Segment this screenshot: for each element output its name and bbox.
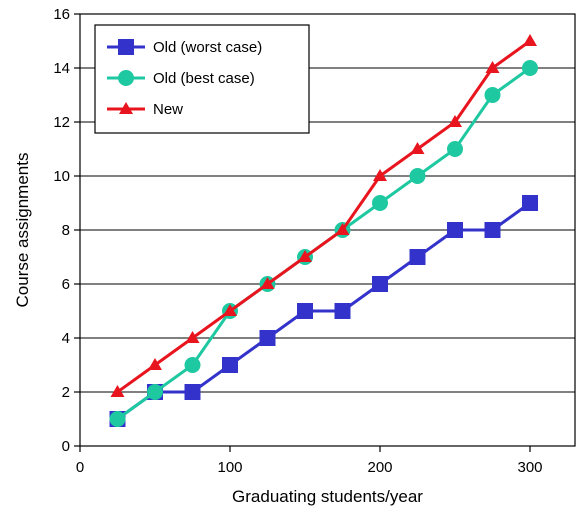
data-point bbox=[184, 384, 201, 400]
y-tick-label: 14 bbox=[53, 60, 70, 77]
legend-item: Old (worst case) bbox=[107, 39, 262, 56]
data-point bbox=[259, 330, 276, 346]
x-axis-title: Graduating students/year bbox=[232, 487, 423, 506]
legend-label: Old (best case) bbox=[153, 70, 255, 87]
data-point bbox=[222, 357, 238, 373]
data-point bbox=[297, 303, 313, 319]
y-tick-label: 0 bbox=[62, 438, 70, 455]
y-tick-label: 16 bbox=[53, 6, 70, 23]
series-layer bbox=[109, 34, 538, 427]
data-point bbox=[148, 358, 162, 370]
x-tick-label: 0 bbox=[76, 459, 84, 476]
legend-item: Old (best case) bbox=[107, 70, 255, 87]
y-tick-label: 4 bbox=[62, 330, 70, 347]
y-tick-label: 10 bbox=[53, 168, 70, 185]
data-point bbox=[485, 61, 500, 73]
series-line bbox=[116, 201, 531, 421]
y-tick-label: 12 bbox=[53, 114, 70, 131]
data-point bbox=[110, 385, 125, 397]
legend-label: Old (worst case) bbox=[153, 39, 262, 56]
data-point bbox=[522, 195, 538, 211]
x-tick-label: 200 bbox=[367, 459, 392, 476]
data-point bbox=[298, 250, 312, 262]
data-point bbox=[447, 141, 463, 157]
data-point bbox=[447, 222, 463, 238]
y-tick-label: 2 bbox=[62, 384, 70, 401]
data-point bbox=[484, 222, 501, 238]
data-point bbox=[523, 34, 537, 46]
legend-marker bbox=[118, 70, 134, 86]
data-point bbox=[448, 115, 462, 127]
x-axis: 0 100 200 300 bbox=[76, 446, 543, 476]
data-point bbox=[147, 384, 163, 400]
data-point bbox=[522, 60, 538, 76]
data-point bbox=[372, 195, 388, 211]
data-point bbox=[334, 303, 351, 319]
data-point bbox=[372, 276, 388, 292]
data-point bbox=[223, 304, 237, 316]
data-point bbox=[409, 249, 426, 265]
legend-marker bbox=[119, 102, 133, 114]
legend-item: New bbox=[107, 101, 183, 118]
legend-marker bbox=[118, 39, 134, 55]
legend: Old (worst case) Old (best case) New bbox=[94, 24, 310, 134]
series-triangle bbox=[110, 34, 537, 397]
data-point bbox=[373, 169, 387, 181]
data-point bbox=[184, 357, 201, 373]
data-point bbox=[109, 411, 126, 427]
data-point bbox=[410, 142, 425, 154]
data-point bbox=[409, 168, 426, 184]
data-point bbox=[260, 277, 275, 289]
y-axis-title: Course assignments bbox=[13, 153, 32, 308]
y-tick-label: 8 bbox=[62, 222, 70, 239]
x-tick-label: 100 bbox=[217, 459, 242, 476]
legend-label: New bbox=[153, 101, 183, 118]
data-point bbox=[335, 223, 350, 235]
y-axis: 0 2 4 6 8 10 12 14 16 bbox=[53, 6, 80, 455]
y-tick-label: 6 bbox=[62, 276, 70, 293]
data-point bbox=[185, 331, 200, 343]
x-tick-label: 300 bbox=[517, 459, 542, 476]
data-point bbox=[484, 87, 501, 103]
